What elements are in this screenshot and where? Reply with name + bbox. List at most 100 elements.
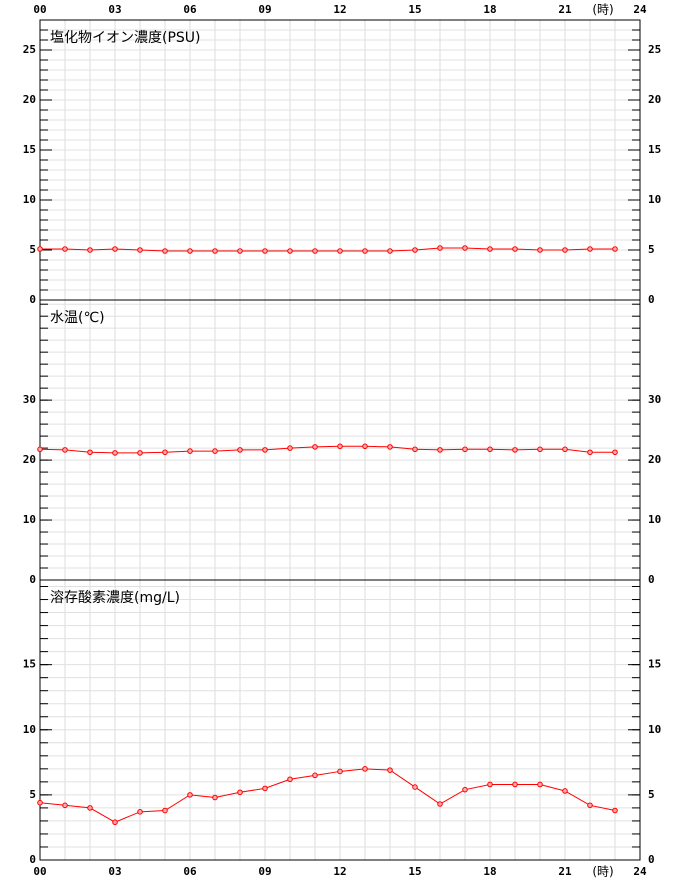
data-point xyxy=(512,781,518,788)
x-tick-label: 06 xyxy=(183,3,197,16)
data-point xyxy=(62,246,68,252)
x-unit-label: (時) xyxy=(592,865,613,879)
x-tick-label: 09 xyxy=(258,865,271,878)
y-tick-label: 5 xyxy=(29,788,36,801)
data-point xyxy=(337,248,343,254)
data-point xyxy=(262,248,268,254)
y-tick-label-right: 10 xyxy=(648,193,661,206)
y-tick-label-right: 20 xyxy=(648,93,661,106)
y-tick-label-right: 15 xyxy=(648,143,661,156)
data-point xyxy=(212,794,218,801)
data-point xyxy=(462,786,468,793)
x-tick-label: 09 xyxy=(258,3,271,16)
data-point xyxy=(387,444,393,450)
data-point xyxy=(337,443,343,450)
x-tick-label: 15 xyxy=(408,865,421,878)
data-point xyxy=(412,784,418,790)
data-point xyxy=(187,248,193,254)
panel-title: 塩化物イオン濃度(PSU) xyxy=(50,30,201,46)
data-point xyxy=(587,449,593,456)
data-point xyxy=(87,805,93,811)
data-point xyxy=(87,449,93,456)
data-point xyxy=(62,447,68,453)
y-tick-label: 10 xyxy=(23,513,36,526)
x-tick-label: 03 xyxy=(108,865,121,878)
x-tick-label: 12 xyxy=(333,3,346,16)
data-point xyxy=(312,772,318,779)
data-point xyxy=(362,766,368,772)
data-point xyxy=(412,446,418,453)
data-point xyxy=(437,245,443,251)
data-point xyxy=(162,807,168,814)
data-point xyxy=(87,247,93,253)
x-tick-label: 06 xyxy=(183,865,197,878)
panel-frame xyxy=(39,579,641,861)
data-point xyxy=(362,248,368,254)
data-point xyxy=(37,246,43,252)
data-line xyxy=(39,445,615,454)
data-point xyxy=(37,799,43,806)
data-point xyxy=(262,447,268,453)
data-point xyxy=(437,801,443,807)
data-point xyxy=(337,768,343,775)
y-tick-label-right: 0 xyxy=(648,853,655,866)
x-tick-label: 03 xyxy=(108,3,121,16)
y-tick-label: 20 xyxy=(23,453,36,466)
x-unit-label: (時) xyxy=(592,3,613,17)
y-tick-label-right: 5 xyxy=(648,243,655,256)
y-tick-label: 0 xyxy=(29,853,36,866)
y-tick-label-right: 0 xyxy=(648,573,655,586)
data-point xyxy=(137,247,143,253)
x-tick-label: 00 xyxy=(33,865,46,878)
y-tick-label-right: 25 xyxy=(648,43,661,56)
data-point xyxy=(487,446,493,453)
data-point xyxy=(387,767,393,773)
data-point xyxy=(412,247,418,253)
data-point xyxy=(287,776,293,783)
data-point xyxy=(187,448,193,454)
y-tick-label: 25 xyxy=(23,43,36,56)
y-tick-label: 15 xyxy=(23,658,36,671)
data-point xyxy=(537,781,543,788)
y-tick-label-right: 10 xyxy=(648,513,661,526)
y-tick-label-right: 20 xyxy=(648,453,661,466)
data-point xyxy=(562,247,568,253)
y-tick-label-right: 30 xyxy=(648,393,661,406)
y-tick-label-right: 5 xyxy=(648,788,655,801)
data-point xyxy=(387,248,393,254)
data-point xyxy=(237,447,243,453)
data-point xyxy=(112,246,118,252)
data-point xyxy=(287,248,293,254)
x-tick-label: 21 xyxy=(558,865,572,878)
data-point xyxy=(612,449,618,456)
data-point xyxy=(362,443,368,450)
data-point xyxy=(37,446,43,453)
data-point xyxy=(237,248,243,254)
panel-title: 水温(℃) xyxy=(50,310,105,326)
data-point xyxy=(287,445,293,451)
x-tick-label: 18 xyxy=(483,865,496,878)
data-point xyxy=(537,446,543,453)
y-tick-label: 5 xyxy=(29,243,36,256)
data-point xyxy=(587,246,593,252)
data-point xyxy=(512,447,518,453)
data-point xyxy=(437,447,443,453)
data-line xyxy=(40,247,615,252)
x-tick-label: 24 xyxy=(633,865,647,878)
data-point xyxy=(162,449,168,456)
y-tick-label: 30 xyxy=(23,393,36,406)
x-tick-label: 18 xyxy=(483,3,496,16)
y-tick-label: 15 xyxy=(23,143,36,156)
y-tick-label: 20 xyxy=(23,93,36,106)
data-point xyxy=(137,809,143,815)
x-tick-label: 12 xyxy=(333,865,346,878)
data-point xyxy=(512,246,518,252)
x-tick-label: 00 xyxy=(33,3,46,16)
data-point xyxy=(212,448,218,454)
data-point xyxy=(62,802,68,809)
x-tick-label: 21 xyxy=(558,3,572,16)
data-line xyxy=(39,768,616,823)
data-point xyxy=(187,792,193,798)
x-tick-label: 15 xyxy=(408,3,421,16)
data-point xyxy=(237,789,243,796)
